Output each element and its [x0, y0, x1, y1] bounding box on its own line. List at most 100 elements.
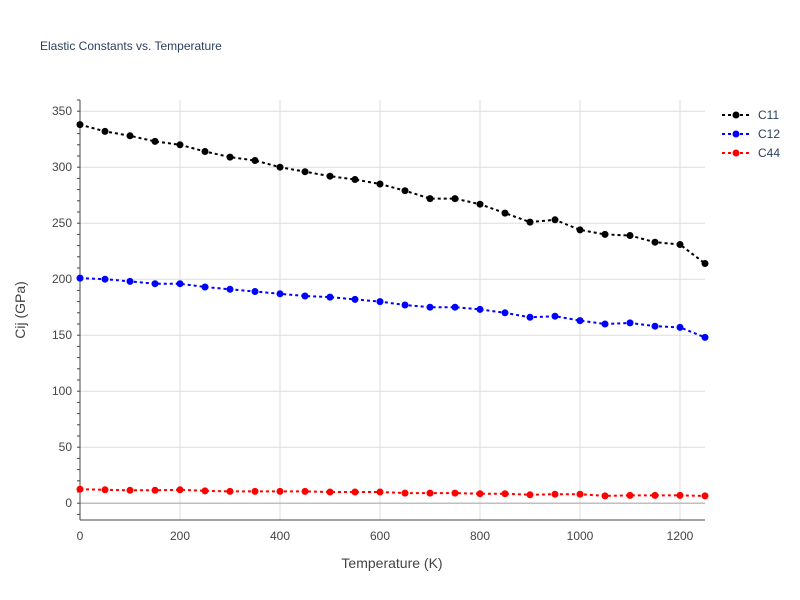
data-point-c44 [676, 491, 684, 499]
data-point-c11 [426, 195, 434, 203]
y-tick-label: 350 [52, 104, 72, 118]
data-point-c44 [326, 488, 334, 496]
data-point-c11 [526, 218, 534, 226]
data-point-c44 [701, 492, 709, 500]
data-point-c12 [301, 292, 309, 300]
data-point-c12 [351, 295, 359, 303]
x-tick-label: 0 [77, 529, 84, 543]
x-tick-label: 1000 [567, 529, 594, 543]
data-point-c12 [701, 333, 709, 341]
grid [80, 100, 705, 520]
legend-label-c12: C12 [758, 127, 780, 141]
series-layer [76, 121, 709, 500]
data-point-c44 [151, 486, 159, 494]
data-point-c44 [601, 492, 609, 500]
data-point-c11 [376, 180, 384, 188]
y-tick-label: 150 [52, 328, 72, 342]
data-point-c12 [401, 301, 409, 309]
data-point-c12 [126, 277, 134, 285]
data-point-c11 [701, 260, 709, 267]
data-point-c44 [201, 487, 209, 495]
data-point-c11 [401, 187, 409, 195]
data-point-c11 [176, 141, 184, 149]
data-point-c11 [301, 168, 309, 176]
legend-marker-c44 [732, 149, 740, 157]
y-tick-label: 250 [52, 216, 72, 230]
legend-item-c11[interactable]: C11 [722, 108, 779, 122]
data-point-c11 [576, 226, 584, 234]
legend-label-c11: C11 [758, 108, 779, 122]
data-point-c11 [626, 232, 634, 239]
data-point-c44 [101, 486, 109, 494]
data-point-c12 [151, 280, 159, 288]
data-point-c12 [601, 320, 609, 328]
data-point-c11 [126, 132, 134, 140]
data-point-c12 [201, 283, 209, 291]
data-point-c12 [376, 298, 384, 306]
data-point-c11 [76, 121, 84, 129]
data-point-c44 [301, 487, 309, 495]
data-point-c11 [201, 148, 209, 155]
y-axis-title: Cij (GPa) [12, 281, 28, 339]
y-tick-label: 100 [52, 384, 72, 398]
data-point-c11 [451, 195, 459, 203]
data-point-c12 [226, 285, 234, 293]
series-line-c11 [79, 123, 706, 265]
data-point-c12 [101, 275, 109, 283]
data-point-c12 [426, 303, 434, 311]
data-point-c11 [476, 200, 484, 208]
data-point-c12 [576, 317, 584, 325]
legend-item-c44[interactable]: C44 [722, 146, 780, 160]
data-point-c11 [326, 172, 334, 180]
data-point-c44 [351, 488, 359, 496]
x-tick-label: 200 [170, 529, 190, 543]
data-point-c12 [476, 305, 484, 313]
data-point-c12 [76, 274, 84, 282]
data-point-c12 [651, 322, 659, 330]
data-point-c11 [651, 238, 659, 246]
data-point-c12 [176, 280, 184, 288]
legend-item-c12[interactable]: C12 [722, 127, 780, 141]
legend-marker-c11 [732, 111, 740, 119]
y-tick-label: 200 [52, 272, 72, 286]
data-point-c12 [501, 309, 509, 317]
series-line-c44 [79, 488, 706, 497]
data-point-c12 [276, 290, 284, 298]
legend[interactable]: C11 C12 C44 [722, 108, 780, 160]
data-point-c44 [451, 489, 459, 497]
data-point-c44 [576, 490, 584, 498]
x-tick-label: 1200 [667, 529, 694, 543]
x-axis-title: Temperature (K) [341, 555, 442, 571]
data-point-c44 [426, 489, 434, 497]
y-tick-label: 50 [59, 440, 73, 454]
data-point-c11 [551, 216, 559, 224]
data-point-c11 [676, 241, 684, 248]
data-point-c44 [651, 491, 659, 499]
x-tick-label: 400 [270, 529, 290, 543]
data-point-c44 [126, 486, 134, 494]
data-point-c12 [526, 313, 534, 321]
x-tick-label: 600 [370, 529, 390, 543]
data-point-c11 [251, 157, 259, 164]
data-point-c44 [626, 491, 634, 499]
data-point-c12 [326, 293, 334, 301]
data-point-c44 [226, 487, 234, 495]
data-point-c11 [351, 176, 359, 183]
data-point-c44 [276, 487, 284, 495]
data-point-c12 [451, 303, 459, 311]
chart-title: Elastic Constants vs. Temperature [40, 39, 222, 53]
data-point-c44 [526, 491, 534, 499]
axes: 0 200 400 600 800 1000 1200 0 50 100 150 200 250 300 3… [52, 99, 705, 543]
data-point-c11 [276, 163, 284, 171]
data-point-c11 [501, 209, 509, 217]
data-point-c11 [151, 137, 159, 145]
data-point-c44 [176, 486, 184, 494]
data-point-c12 [551, 312, 559, 320]
data-point-c44 [476, 490, 484, 498]
data-point-c11 [101, 127, 109, 135]
data-point-c12 [626, 319, 634, 327]
data-point-c44 [501, 490, 509, 498]
y-tick-label: 300 [52, 160, 72, 174]
data-point-c44 [76, 485, 84, 493]
